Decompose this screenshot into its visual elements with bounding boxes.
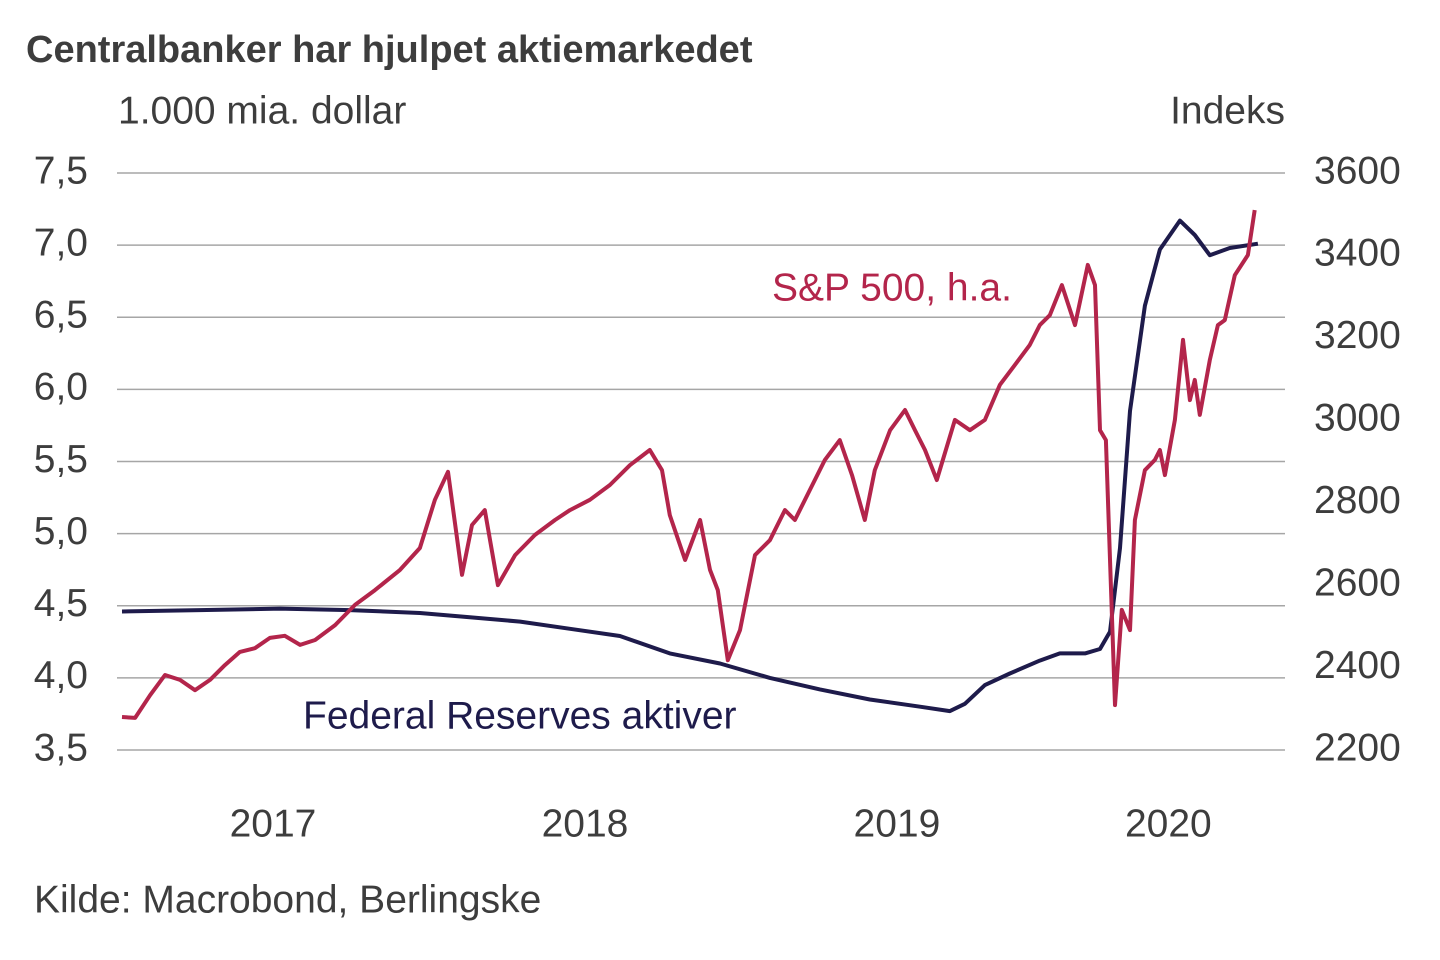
y-tick-label: 4,0 [34,654,88,697]
y-tick-label: 7,0 [34,221,88,264]
y-tick-label: 5,0 [34,510,88,553]
y-tick-label: 6,5 [34,294,88,337]
y-tick-label: 4,5 [34,582,88,625]
annotation: Federal Reserves aktiver [303,694,737,737]
series-line [121,218,1259,714]
x-tick-label: 2017 [230,802,317,845]
y-axis-label: 1.000 mia. dollar [118,89,406,132]
y2-tick-label: 2600 [1314,561,1401,604]
y-tick-label: 3,5 [34,726,88,769]
source: Kilde: Macrobond, Berlingske [34,878,541,921]
y2-axis-label: Indeks [1170,89,1285,132]
y2-tick-label: 2200 [1314,726,1401,769]
y-tick-label: 5,5 [34,438,88,481]
chart-title: Centralbanker har hjulpet aktiemarkedet [26,29,753,71]
y2-tick-label: 3200 [1314,314,1401,357]
x-tick-label: 2020 [1125,802,1212,845]
series-line [121,209,1257,720]
y2-tick-label: 3000 [1314,397,1401,440]
y2-tick-label: 3400 [1314,232,1401,275]
annotation: S&P 500, h.a. [772,266,1012,309]
x-tick-label: 2019 [854,802,941,845]
y-tick-label: 7,5 [34,149,88,192]
y2-tick-label: 3600 [1314,149,1401,192]
y-tick-label: 6,0 [34,366,88,409]
x-tick-label: 2018 [542,802,629,845]
y2-tick-label: 2400 [1314,644,1401,687]
y2-tick-label: 2800 [1314,479,1401,522]
